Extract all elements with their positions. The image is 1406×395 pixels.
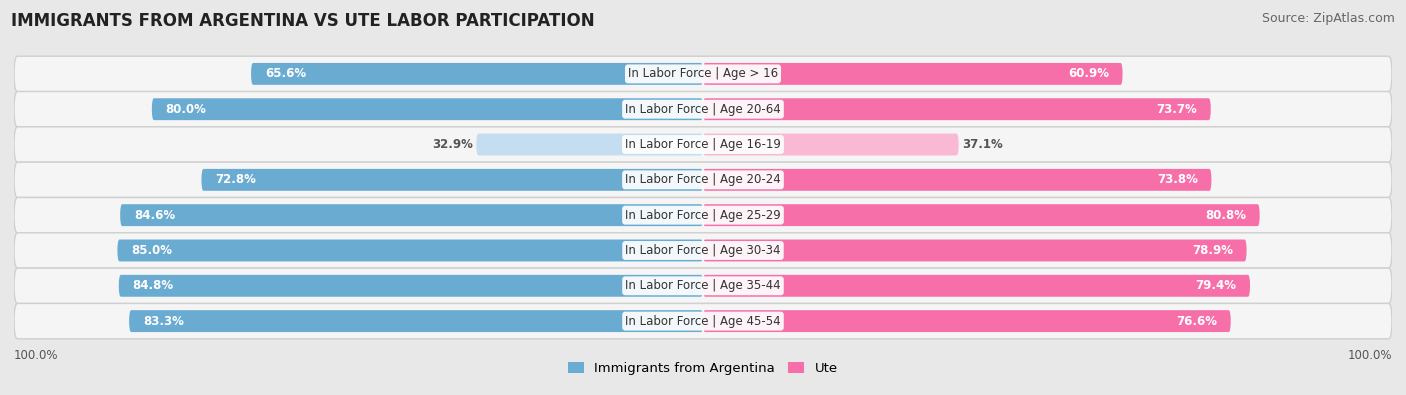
FancyBboxPatch shape: [14, 162, 1392, 198]
Text: 79.4%: 79.4%: [1195, 279, 1236, 292]
Text: 76.6%: 76.6%: [1175, 314, 1218, 327]
FancyBboxPatch shape: [14, 198, 1392, 233]
Text: In Labor Force | Age 16-19: In Labor Force | Age 16-19: [626, 138, 780, 151]
Text: 60.9%: 60.9%: [1067, 68, 1109, 81]
FancyBboxPatch shape: [152, 98, 703, 120]
FancyBboxPatch shape: [703, 134, 959, 156]
Text: In Labor Force | Age > 16: In Labor Force | Age > 16: [628, 68, 778, 81]
FancyBboxPatch shape: [477, 134, 703, 156]
Text: 72.8%: 72.8%: [215, 173, 256, 186]
FancyBboxPatch shape: [703, 275, 1250, 297]
Text: 84.6%: 84.6%: [134, 209, 176, 222]
FancyBboxPatch shape: [703, 98, 1211, 120]
FancyBboxPatch shape: [703, 310, 1230, 332]
Text: 65.6%: 65.6%: [264, 68, 307, 81]
Text: 73.7%: 73.7%: [1156, 103, 1197, 116]
Text: In Labor Force | Age 45-54: In Labor Force | Age 45-54: [626, 314, 780, 327]
Text: In Labor Force | Age 30-34: In Labor Force | Age 30-34: [626, 244, 780, 257]
FancyBboxPatch shape: [14, 268, 1392, 303]
FancyBboxPatch shape: [14, 56, 1392, 92]
FancyBboxPatch shape: [118, 275, 703, 297]
Text: In Labor Force | Age 25-29: In Labor Force | Age 25-29: [626, 209, 780, 222]
FancyBboxPatch shape: [252, 63, 703, 85]
FancyBboxPatch shape: [129, 310, 703, 332]
Text: 100.0%: 100.0%: [1347, 349, 1392, 362]
Text: In Labor Force | Age 35-44: In Labor Force | Age 35-44: [626, 279, 780, 292]
FancyBboxPatch shape: [703, 63, 1122, 85]
FancyBboxPatch shape: [703, 204, 1260, 226]
FancyBboxPatch shape: [14, 92, 1392, 127]
Text: 83.3%: 83.3%: [143, 314, 184, 327]
Text: 100.0%: 100.0%: [14, 349, 59, 362]
Legend: Immigrants from Argentina, Ute: Immigrants from Argentina, Ute: [562, 356, 844, 380]
Text: 80.0%: 80.0%: [166, 103, 207, 116]
FancyBboxPatch shape: [120, 204, 703, 226]
Text: IMMIGRANTS FROM ARGENTINA VS UTE LABOR PARTICIPATION: IMMIGRANTS FROM ARGENTINA VS UTE LABOR P…: [11, 12, 595, 30]
FancyBboxPatch shape: [14, 233, 1392, 268]
FancyBboxPatch shape: [14, 127, 1392, 162]
FancyBboxPatch shape: [117, 239, 703, 261]
Text: 37.1%: 37.1%: [962, 138, 1002, 151]
Text: Source: ZipAtlas.com: Source: ZipAtlas.com: [1261, 12, 1395, 25]
Text: 73.8%: 73.8%: [1157, 173, 1198, 186]
Text: 85.0%: 85.0%: [131, 244, 172, 257]
FancyBboxPatch shape: [201, 169, 703, 191]
FancyBboxPatch shape: [703, 239, 1247, 261]
Text: 80.8%: 80.8%: [1205, 209, 1246, 222]
Text: 84.8%: 84.8%: [132, 279, 174, 292]
Text: In Labor Force | Age 20-64: In Labor Force | Age 20-64: [626, 103, 780, 116]
FancyBboxPatch shape: [14, 303, 1392, 339]
FancyBboxPatch shape: [703, 169, 1212, 191]
Text: 78.9%: 78.9%: [1192, 244, 1233, 257]
Text: 32.9%: 32.9%: [432, 138, 472, 151]
Text: In Labor Force | Age 20-24: In Labor Force | Age 20-24: [626, 173, 780, 186]
